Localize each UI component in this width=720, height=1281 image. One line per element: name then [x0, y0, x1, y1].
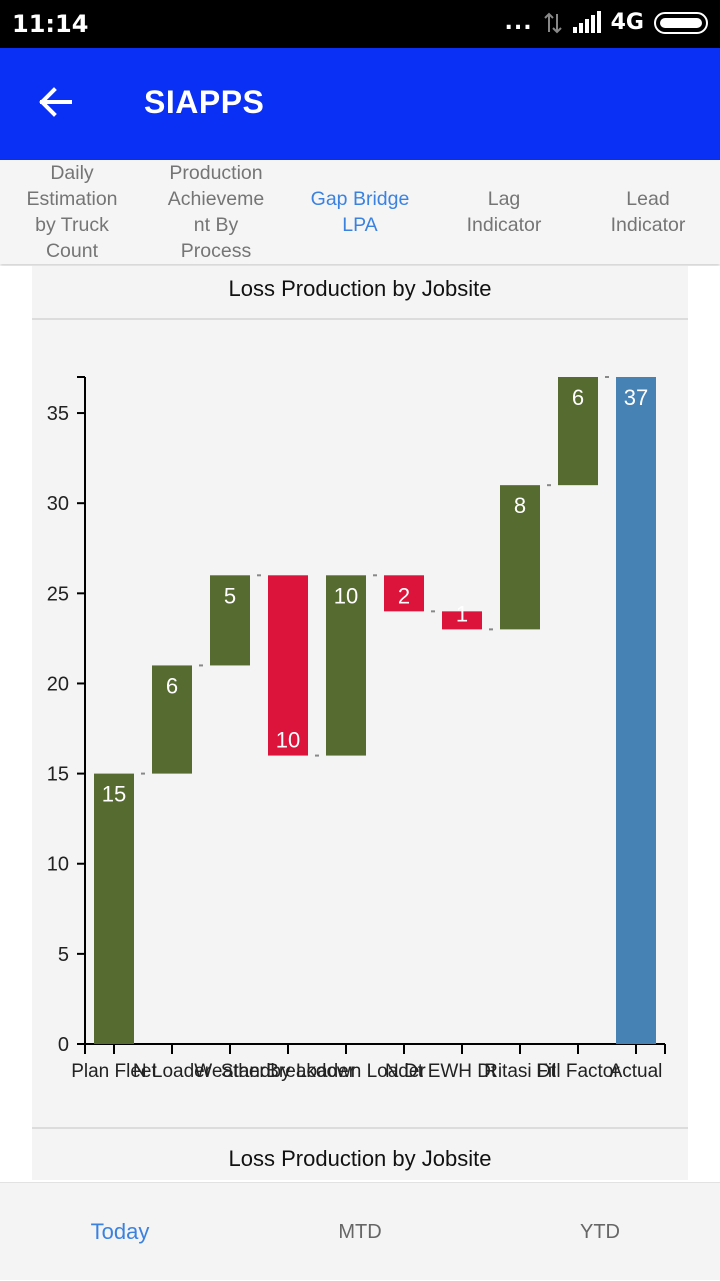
title-divider	[32, 318, 688, 320]
bar-value-label: 8	[514, 493, 526, 518]
tab-lag-indicator[interactable]: Lag Indicator	[466, 188, 542, 236]
card-divider	[32, 1127, 688, 1129]
app-bar: SIAPPS	[0, 48, 720, 160]
network-type: 4G	[610, 10, 644, 35]
x-tick-label: N Loader	[133, 1061, 212, 1082]
x-tick-label: Actual	[610, 1061, 663, 1082]
bar-9	[616, 377, 656, 1044]
bar-value-label: 10	[276, 728, 300, 753]
bar-6	[442, 611, 482, 630]
app-title: SIAPPS	[144, 84, 265, 120]
signal-icon	[572, 10, 601, 33]
bar-1	[152, 665, 192, 774]
y-tick-label: 10	[47, 854, 69, 876]
bar-2	[210, 575, 250, 666]
chart-title: Loss Production by Jobsite	[228, 276, 492, 301]
bar-3	[268, 575, 308, 756]
bar-value-label: 15	[102, 782, 126, 807]
bar-8	[558, 377, 598, 486]
bar-5	[384, 575, 424, 612]
bar-0	[94, 773, 134, 1044]
chart-card: Loss Production by Jobsite 0 5 10 15 20 25 30 3…	[32, 266, 688, 1180]
tab-production-achievement[interactable]: Production Achieveme nt By Process	[167, 162, 265, 262]
bar-value-label: 1	[456, 601, 468, 626]
battery-icon	[654, 11, 708, 34]
nav-ytd[interactable]: YTD	[580, 1220, 620, 1243]
bar-value-label: 2	[398, 583, 410, 608]
x-tick-label: Standby Loader	[221, 1061, 356, 1082]
x-tick-label: Ritasi Dt	[484, 1061, 557, 1082]
back-arrow-icon[interactable]	[36, 82, 76, 122]
x-tick-label: EWH Dt	[428, 1061, 497, 1082]
bar-4	[326, 575, 366, 756]
bar-7	[500, 485, 540, 630]
bar-value-label: 6	[166, 673, 178, 698]
status-bar: 11:14 ... 4G	[0, 0, 720, 48]
more-dots-icon: ...	[504, 10, 533, 35]
waterfall-chart: 0 5 10 15 20 25 30 35 15 Plan Fleet 6 N Loader 5 Weat…	[47, 376, 666, 1082]
bar-value-label: 5	[224, 583, 236, 608]
x-tick-label: Fill Factor	[536, 1061, 620, 1082]
bottom-nav: Today MTD YTD	[0, 1182, 720, 1280]
x-tick-label: Weather	[194, 1061, 266, 1082]
nav-mtd[interactable]: MTD	[338, 1220, 382, 1243]
y-tick-label: 15	[47, 764, 69, 786]
status-time: 11:14	[12, 10, 89, 38]
y-tick-label: 25	[47, 583, 69, 605]
x-tick-label: N Dt	[385, 1061, 424, 1082]
tab-daily-estimation[interactable]: Daily Estimation by Truck Count	[26, 162, 118, 262]
bar-value-label: 37	[624, 385, 648, 410]
y-tick-label: 20	[47, 673, 69, 695]
next-chart-title: Loss Production by Jobsite	[228, 1146, 492, 1171]
y-tick-label: 30	[47, 493, 69, 515]
content-area[interactable]: Loss Production by Jobsite 0 5 10 15 20 25 30 3…	[0, 266, 720, 1180]
nav-today[interactable]: Today	[90, 1219, 150, 1244]
y-tick-label: 0	[58, 1034, 69, 1056]
tab-gap-bridge-lpa[interactable]: Gap Bridge LPA	[310, 188, 410, 236]
x-tick-label: Plan Fleet	[71, 1061, 157, 1082]
x-tick-label: Breakdown Loader	[266, 1061, 426, 1082]
bar-value-label: 10	[334, 583, 358, 608]
y-tick-label: 5	[58, 944, 69, 966]
data-transfer-icon	[543, 12, 562, 33]
tab-bar: Daily Estimation by Truck Count Producti…	[0, 160, 720, 264]
status-icons: ... 4G	[505, 10, 708, 35]
bar-value-label: 6	[572, 385, 584, 410]
y-tick-label: 35	[47, 403, 69, 425]
tab-lead-indicator[interactable]: Lead Indicator	[610, 188, 686, 236]
